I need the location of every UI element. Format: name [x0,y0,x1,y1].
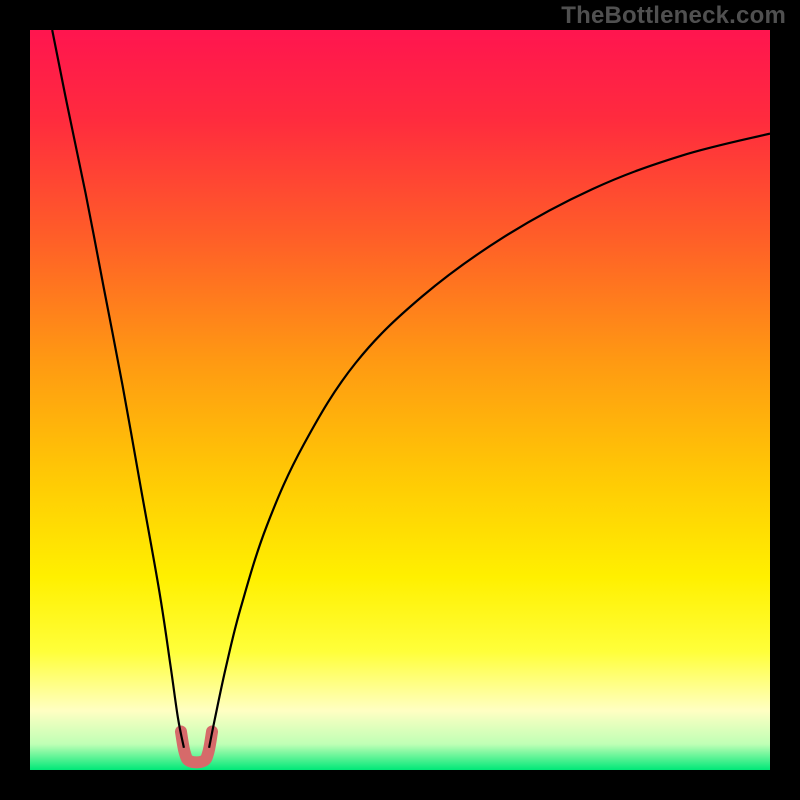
watermark-text: TheBottleneck.com [561,2,786,30]
plot-svg [30,30,770,770]
gradient-background [30,30,770,770]
plot-area [30,30,770,770]
